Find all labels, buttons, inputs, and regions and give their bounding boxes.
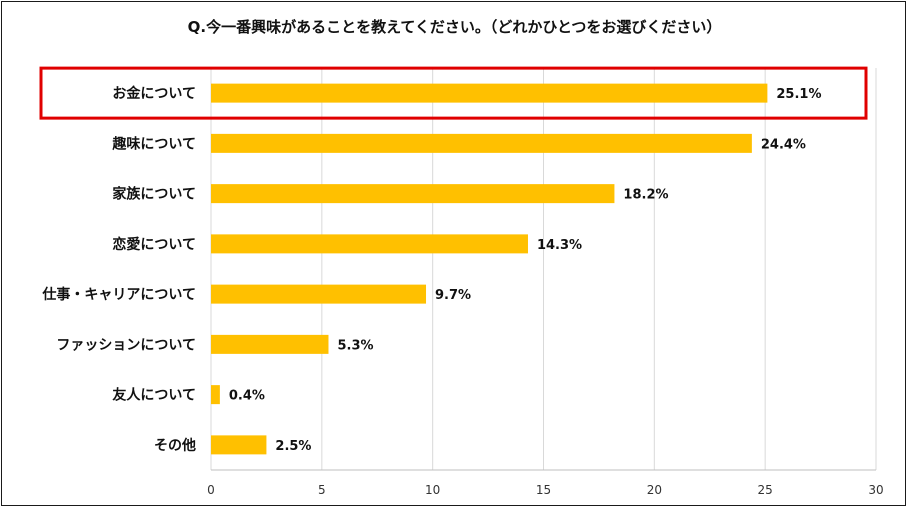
value-label: 0.4% — [229, 389, 265, 404]
x-tick-label: 5 — [318, 483, 326, 497]
category-label: 仕事・キャリアについて — [41, 286, 196, 303]
category-label: 友人について — [112, 387, 196, 404]
bar — [211, 435, 267, 455]
category-label: 家族について — [112, 186, 196, 203]
x-tick-label: 0 — [207, 483, 215, 497]
value-label: 9.7% — [435, 288, 471, 303]
category-label: 趣味について — [111, 135, 196, 152]
value-label: 5.3% — [337, 338, 373, 353]
category-label: 恋愛について — [112, 236, 196, 253]
chart-title: Q.今一番興味があることを教えてください。（どれかひとつをお選びください） — [187, 18, 722, 36]
value-label: 2.5% — [275, 439, 311, 454]
x-tick-label: 30 — [868, 483, 883, 497]
bar — [211, 284, 427, 304]
value-label: 18.2% — [623, 188, 668, 203]
value-label: 14.3% — [537, 238, 582, 253]
x-tick-label: 20 — [647, 483, 662, 497]
highlight-box — [39, 66, 868, 120]
bar — [211, 184, 615, 204]
bar — [211, 334, 329, 354]
x-tick-label: 25 — [758, 483, 773, 497]
category-label: ファッションについて — [56, 337, 196, 353]
category-label: お金について — [112, 85, 196, 102]
value-label: 25.1% — [776, 87, 821, 102]
bar — [211, 83, 768, 103]
value-label: 24.4% — [761, 137, 806, 152]
category-label: その他 — [154, 437, 196, 454]
bar — [211, 385, 220, 405]
bar — [211, 133, 752, 153]
x-tick-label: 10 — [425, 483, 440, 497]
bar — [211, 234, 528, 254]
x-tick-label: 15 — [536, 483, 551, 497]
